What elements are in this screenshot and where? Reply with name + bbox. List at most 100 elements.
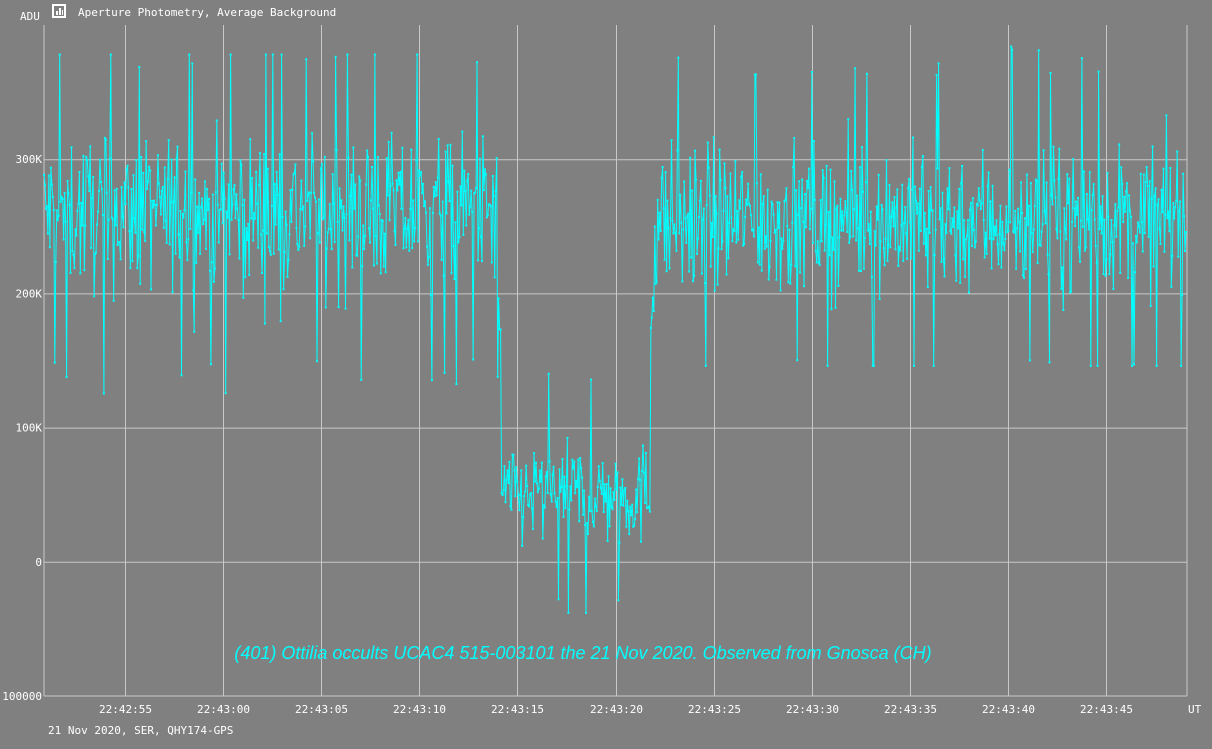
- data-point: [51, 195, 54, 198]
- data-point: [435, 194, 438, 197]
- data-point: [763, 247, 766, 250]
- data-point: [445, 212, 448, 215]
- data-point: [157, 182, 160, 185]
- data-point: [667, 227, 670, 230]
- data-point: [890, 215, 893, 218]
- data-point: [299, 208, 302, 211]
- data-point: [472, 358, 475, 361]
- data-point: [312, 160, 315, 163]
- data-point: [741, 171, 744, 174]
- data-point: [173, 176, 176, 179]
- y-tick-label: 300K: [16, 153, 43, 166]
- data-point: [919, 229, 922, 232]
- data-point: [510, 508, 513, 511]
- data-point: [92, 176, 95, 178]
- data-point: [994, 234, 997, 237]
- data-point: [711, 236, 714, 238]
- data-point: [279, 320, 282, 323]
- data-point: [412, 199, 415, 202]
- data-point: [1121, 182, 1124, 185]
- data-point: [726, 195, 729, 198]
- data-point: [411, 247, 414, 250]
- data-point: [622, 504, 625, 507]
- data-point: [892, 225, 895, 228]
- data-point: [204, 180, 206, 183]
- data-point: [420, 170, 423, 173]
- data-point: [175, 157, 178, 160]
- data-point: [1036, 262, 1039, 264]
- data-point: [676, 149, 679, 152]
- data-point: [136, 267, 139, 270]
- data-point: [617, 599, 620, 602]
- data-point: [1078, 246, 1080, 249]
- data-point: [104, 138, 107, 141]
- data-point: [301, 208, 304, 211]
- data-point: [216, 203, 219, 206]
- data-point: [638, 457, 641, 460]
- data-point: [781, 247, 784, 250]
- data-point: [730, 216, 733, 219]
- data-point: [805, 226, 807, 229]
- data-point: [1105, 258, 1108, 261]
- data-point: [458, 236, 461, 238]
- data-point: [483, 168, 486, 171]
- data-point: [508, 460, 511, 463]
- data-point: [778, 201, 781, 204]
- footer-info: 21 Nov 2020, SER, QHY174-GPS: [48, 724, 234, 737]
- data-point: [820, 240, 823, 243]
- data-point: [190, 191, 193, 194]
- chart-title: Aperture Photometry, Average Background: [78, 6, 336, 19]
- data-point: [1165, 114, 1168, 117]
- data-point: [434, 181, 437, 184]
- data-point: [653, 225, 656, 228]
- data-point: [305, 58, 308, 61]
- data-point: [756, 261, 759, 264]
- data-point: [450, 272, 453, 275]
- data-point: [851, 189, 854, 191]
- x-tick-label: 22:43:45: [1080, 703, 1133, 716]
- data-point: [907, 187, 910, 190]
- data-point: [904, 206, 907, 209]
- data-point: [223, 197, 226, 200]
- data-point: [166, 178, 169, 181]
- data-point: [796, 359, 799, 362]
- data-point: [385, 157, 388, 160]
- data-point: [545, 471, 548, 473]
- data-point: [1091, 194, 1094, 197]
- data-point: [632, 525, 635, 528]
- data-point: [254, 217, 257, 220]
- data-point: [522, 516, 525, 519]
- data-point: [344, 307, 347, 310]
- data-point: [1117, 206, 1120, 209]
- data-point: [1088, 171, 1091, 174]
- data-point: [304, 225, 307, 228]
- data-point: [970, 201, 972, 204]
- data-point: [1092, 183, 1095, 186]
- data-point: [1093, 218, 1096, 221]
- data-point: [822, 176, 825, 179]
- data-point: [174, 252, 177, 255]
- data-point: [900, 224, 903, 227]
- data-point: [966, 235, 968, 238]
- data-point: [433, 195, 436, 198]
- data-point: [673, 223, 676, 226]
- data-point: [681, 280, 684, 283]
- data-point: [833, 180, 836, 183]
- data-point: [474, 191, 477, 194]
- data-point: [396, 189, 399, 192]
- data-point: [1058, 147, 1061, 150]
- data-point: [118, 241, 121, 244]
- data-point: [1163, 250, 1166, 253]
- data-point: [566, 436, 569, 439]
- data-point: [499, 328, 502, 331]
- x-tick-label: 22:43:10: [393, 703, 446, 716]
- data-point: [809, 207, 812, 210]
- data-point: [356, 254, 359, 257]
- data-point: [284, 210, 287, 213]
- x-tick-label: 22:43:35: [884, 703, 937, 716]
- data-point: [540, 461, 543, 464]
- data-point: [1007, 230, 1010, 233]
- data-point: [1013, 231, 1016, 234]
- data-point: [191, 62, 194, 65]
- data-point: [850, 169, 853, 172]
